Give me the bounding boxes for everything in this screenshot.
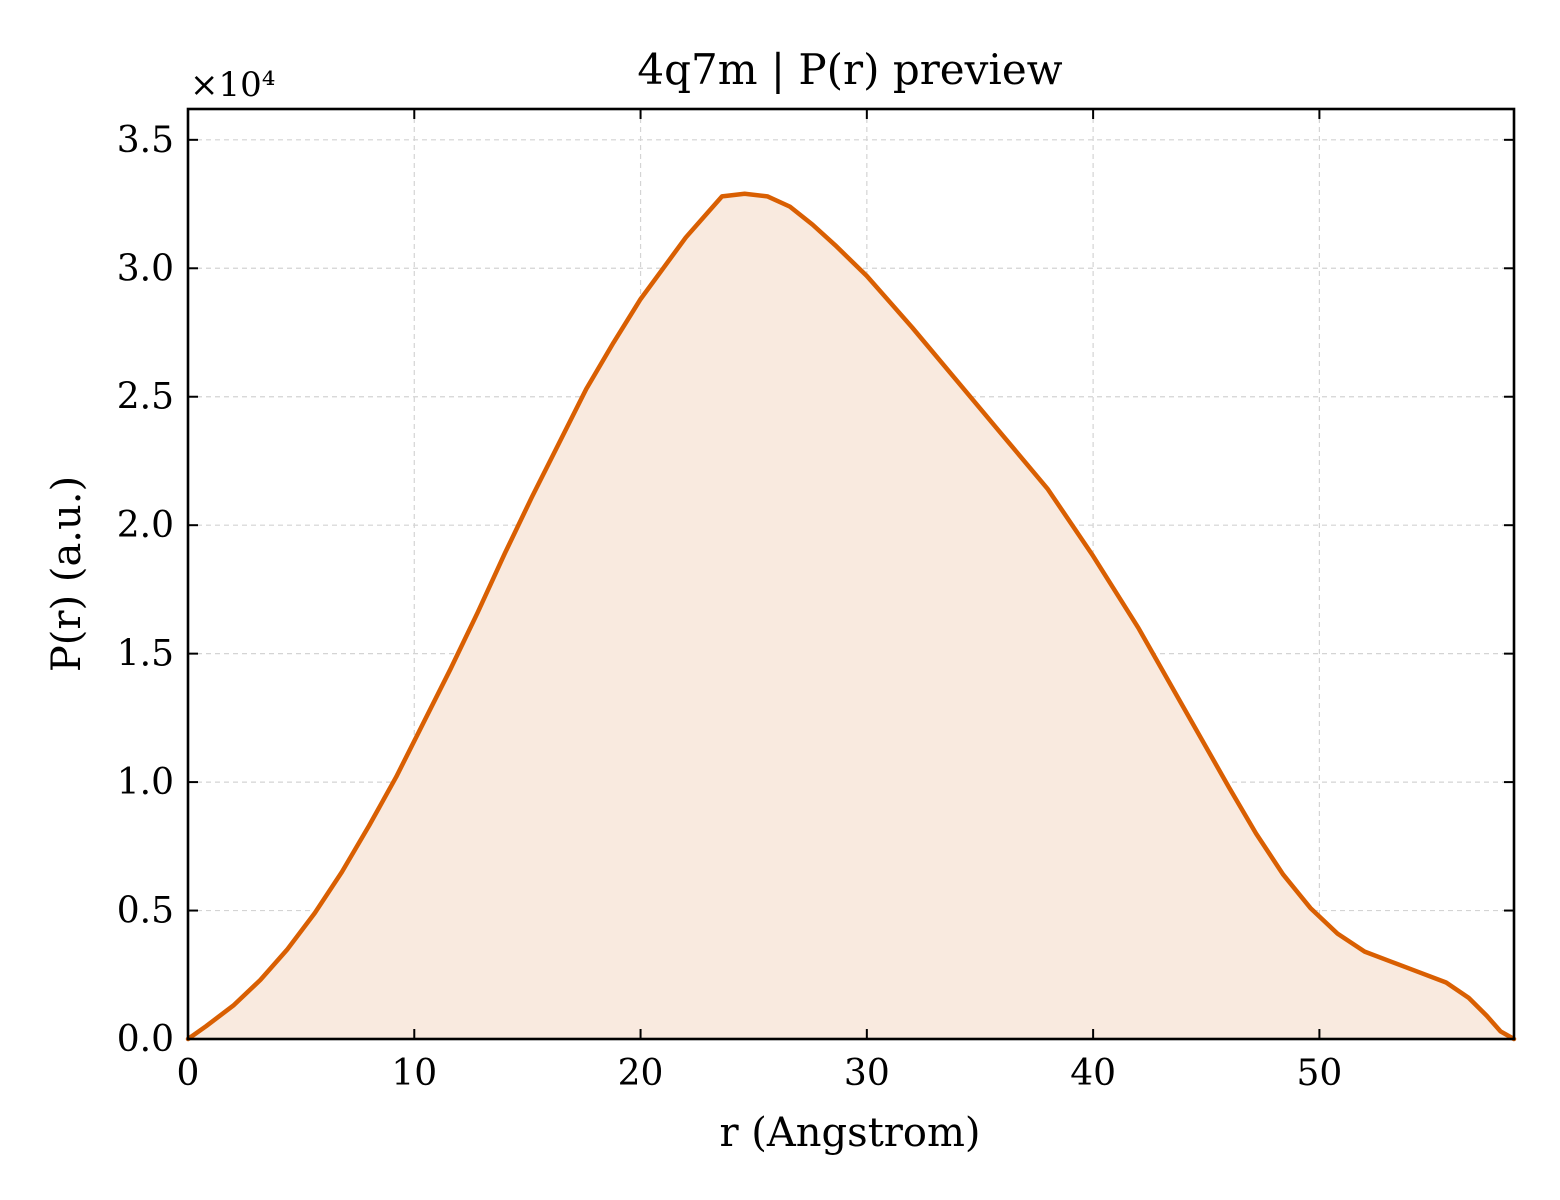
y-tick-label: 0.0	[117, 1019, 174, 1060]
x-tick-label: 40	[1070, 1053, 1116, 1094]
y-tick-label: 3.5	[117, 120, 174, 161]
y-tick-label: 1.5	[117, 634, 174, 675]
y-tick-label: 3.0	[117, 248, 174, 289]
plot-frame	[186, 107, 1516, 1041]
x-tick-label: 20	[618, 1053, 664, 1094]
chart-title: 4q7m | P(r) preview	[637, 45, 1062, 94]
x-tick-label: 10	[391, 1053, 437, 1094]
series-layer	[185, 191, 1517, 1042]
y-offset-text: ×10⁴	[190, 65, 275, 105]
series-area-fill	[188, 193, 1514, 1039]
y-tick-label: 2.0	[117, 505, 174, 546]
series-line	[185, 191, 1517, 1042]
y-tick-label: 1.0	[117, 762, 174, 803]
x-tick-label: 0	[177, 1053, 200, 1094]
y-axis-label: P(r) (a.u.)	[44, 476, 90, 672]
y-tick-label: 0.5	[117, 891, 174, 932]
tick-labels: 0 10 20 30 40 50 0.0 0.5 1.0 1.5 2.0 2.5 3.0 3.5	[117, 120, 1343, 1094]
x-tick-label: 50	[1296, 1053, 1342, 1094]
x-tick-label: 30	[844, 1053, 890, 1094]
x-axis-label: r (Angstrom)	[719, 1110, 980, 1156]
y-tick-label: 2.5	[117, 377, 174, 418]
